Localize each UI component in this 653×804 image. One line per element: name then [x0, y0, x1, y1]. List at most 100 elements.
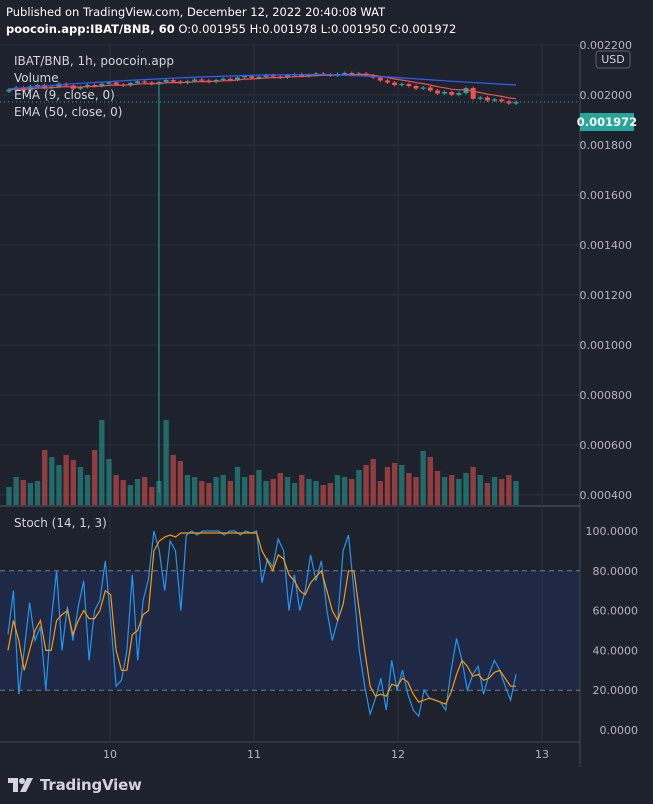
candle-body	[163, 80, 169, 82]
price-tick-label: 0.001800	[580, 139, 633, 152]
volume-bar	[491, 477, 498, 505]
volume-bar	[227, 481, 234, 505]
volume-bar	[63, 455, 69, 505]
volume-bar	[434, 471, 441, 505]
candle-body	[77, 87, 83, 89]
ohlc-open-value: 0.001955	[191, 22, 246, 36]
volume-bar	[113, 475, 119, 505]
volume-bar	[120, 480, 126, 505]
volume-bar	[463, 473, 469, 505]
brand-name: TradingView	[40, 776, 142, 794]
candle-body	[463, 88, 469, 93]
volume-bar	[441, 477, 448, 505]
volume-bar	[42, 450, 48, 505]
candle-body	[6, 89, 12, 92]
volume-bar	[134, 479, 141, 505]
volume-bar	[127, 485, 134, 505]
currency-label: USD	[601, 53, 625, 66]
volume-bar	[34, 481, 41, 505]
price-tick-label: 0.001400	[580, 239, 633, 252]
candle-body	[434, 90, 440, 94]
ema9-line	[8, 73, 517, 100]
volume-bar	[27, 483, 34, 505]
volume-bar	[199, 481, 205, 505]
candle-body	[135, 81, 141, 83]
stoch-tick-label: 80.0000	[593, 565, 639, 578]
price-tick-label: 0.001200	[580, 289, 633, 302]
volume-bar	[349, 479, 355, 505]
candle-body	[420, 87, 426, 89]
volume-bar	[363, 465, 369, 505]
ohlc-line: poocoin.app:IBAT/BNB, 60 O:0.001955 H:0.…	[6, 22, 456, 36]
stoch-tick-label: 40.0000	[593, 644, 639, 657]
volume-bar	[513, 481, 519, 505]
candle-body	[349, 73, 355, 75]
candle-body	[113, 82, 119, 85]
volume-bar	[391, 463, 398, 505]
candle-body	[249, 76, 255, 78]
candle-body	[142, 81, 148, 83]
candle-body	[85, 85, 91, 87]
volume-bar	[291, 483, 298, 505]
ohlc-close-value: 0.001972	[401, 22, 457, 36]
volume-bar	[327, 483, 334, 505]
candle-body	[256, 76, 262, 78]
candle-body	[377, 77, 383, 81]
volume-bar	[149, 487, 155, 505]
volume-bar	[177, 461, 184, 505]
legend-symbol: IBAT/BNB, 1h, poocoin.app	[14, 54, 174, 68]
candle-body	[192, 79, 198, 82]
ohlc-low-key: L:	[320, 22, 331, 36]
candle-body	[35, 85, 41, 87]
volume-bar	[106, 459, 112, 505]
candle-body	[242, 76, 248, 78]
volume-bar	[334, 475, 341, 505]
price-tick-label: 0.000400	[580, 489, 633, 502]
price-tick-label: 0.002200	[580, 39, 633, 52]
candle-body	[470, 88, 476, 99]
volume-bar	[56, 465, 62, 505]
volume-bar	[306, 479, 312, 505]
legend-ema50: EMA (50, close, 0)	[14, 105, 122, 119]
candle-body	[492, 99, 498, 101]
candle-body	[220, 78, 226, 80]
volume-bar	[184, 475, 191, 505]
volume-bar	[449, 475, 455, 505]
volume-bar	[49, 457, 55, 505]
volume-bar	[70, 460, 76, 505]
volume-bar	[284, 477, 291, 505]
price-tick-label: 0.002000	[580, 89, 633, 102]
candle-body	[270, 75, 276, 77]
volume-bar	[206, 483, 212, 505]
volume-bar	[456, 479, 462, 505]
volume-bar	[399, 465, 405, 505]
volume-bar	[277, 473, 284, 505]
volume-bar	[6, 487, 12, 505]
time-tick-label: 12	[391, 748, 405, 761]
volume-bar	[341, 477, 348, 505]
volume-bar	[477, 475, 483, 505]
volume-bar	[92, 450, 98, 505]
tradingview-logo[interactable]: TradingView	[8, 776, 142, 794]
volume-bar	[499, 479, 505, 505]
volume-bar	[299, 475, 305, 505]
time-tick-label: 11	[247, 748, 261, 761]
stoch-tick-label: 20.0000	[593, 684, 639, 697]
legend-ema9: EMA (9, close, 0)	[14, 88, 115, 102]
legend-volume: Volume	[14, 71, 59, 85]
volume-bar	[99, 420, 105, 505]
volume-bar	[213, 477, 219, 505]
last-price-tag	[580, 113, 634, 131]
candle-body	[477, 97, 483, 99]
stoch-tick-label: 60.0000	[593, 605, 639, 618]
candle-body	[413, 86, 419, 89]
footer	[0, 767, 653, 804]
volume-bar	[84, 475, 91, 505]
candle-body	[199, 79, 205, 81]
volume-bar	[506, 475, 512, 505]
currency-badge[interactable]	[595, 50, 631, 69]
ema50-line	[8, 73, 517, 90]
price-tick-label: 0.000600	[580, 439, 633, 452]
